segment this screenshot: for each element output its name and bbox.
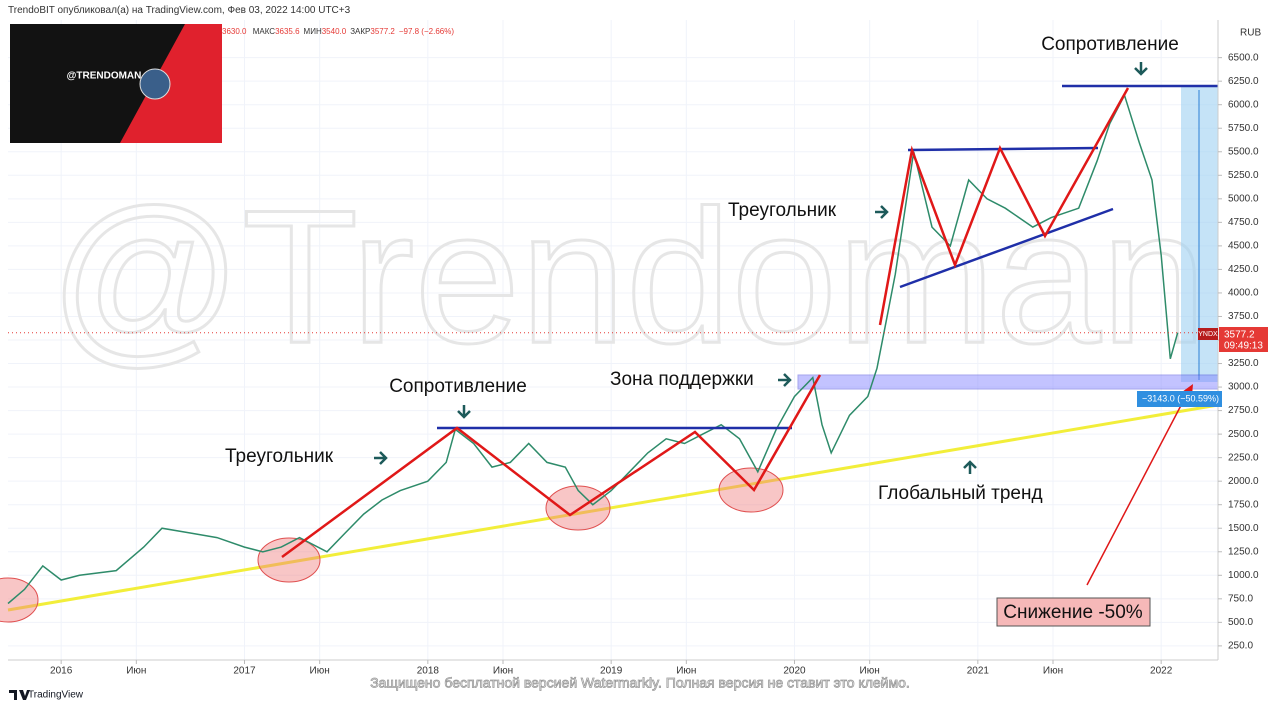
x-tick-label: 2019: [600, 666, 623, 677]
y-tick-label: 3750.0: [1228, 311, 1259, 322]
y-tick-label: 5500.0: [1228, 146, 1259, 157]
currency: RUB: [1240, 28, 1261, 39]
annotation: Треугольник: [728, 200, 837, 221]
y-tick-label: 1000.0: [1228, 570, 1259, 581]
tv-logo: [9, 690, 30, 700]
open: 3630.0: [222, 27, 247, 36]
annotation: Треугольник: [225, 446, 334, 467]
y-tick-label: 4500.0: [1228, 241, 1259, 252]
y-tick-label: 6000.0: [1228, 99, 1259, 110]
drop-box: [996, 597, 1151, 627]
symbol-box: [1198, 328, 1218, 340]
y-tick-label: 4750.0: [1228, 217, 1259, 228]
price: [7, 93, 1218, 605]
arrow: [1134, 62, 1148, 76]
x-tick-label: 2021: [967, 666, 990, 677]
ohlc: 3630.0 МАКС3635.6 МИН3540.0 ЗАКР3577.2 −97.…: [222, 27, 454, 36]
symbol: YNDX: [1198, 331, 1218, 338]
y-tick-label: 1500.0: [1228, 523, 1259, 534]
ellipse: [545, 485, 611, 531]
x-tick-label: 2016: [50, 666, 73, 677]
y-tick-label: 1750.0: [1228, 499, 1259, 510]
y-tick-label: 500.0: [1228, 617, 1253, 628]
annotation: Глобальный тренд: [878, 483, 1043, 504]
trend-line: [7, 403, 1219, 612]
y-tick-label: 5250.0: [1228, 170, 1259, 181]
watermark: @Trendoman: [49, 171, 1206, 383]
y-tick-label: 6500.0: [1228, 52, 1259, 63]
ohlc-value: 3635.6: [275, 27, 300, 36]
x-tick-label: Июн: [1043, 666, 1063, 677]
arrow: [457, 405, 471, 419]
annotation: Зона поддержки: [610, 369, 754, 390]
zigzag: [878, 87, 1130, 326]
x-tick-label: Июн: [126, 666, 146, 677]
y-tick-label: 2250.0: [1228, 452, 1259, 463]
price-box: [1219, 327, 1268, 352]
drop-arrow: [1086, 391, 1189, 586]
y-tick-label: 4000.0: [1228, 288, 1259, 299]
annotation: Сопротивление: [389, 376, 527, 397]
measure-label: −3143.0 (−50.59%): [1142, 393, 1219, 403]
zigzags: [281, 87, 1130, 559]
triangle-top: [907, 146, 1099, 152]
ellipse: [718, 467, 784, 513]
ohlc-value: 3540.0: [321, 27, 347, 36]
arrow: [963, 460, 977, 474]
y-tick-label: 2500.0: [1228, 429, 1259, 440]
ohlc-label: ЗАКР: [350, 27, 371, 36]
y-tick-label: 2750.0: [1228, 405, 1259, 416]
last-price: 3577.2: [1224, 330, 1255, 341]
y-tick-label: 3000.0: [1228, 382, 1259, 393]
arrows: [374, 62, 1148, 474]
measure-box: [1137, 391, 1222, 407]
y-tick-label: 750.0: [1228, 593, 1253, 604]
x-tick-label: Июн: [860, 666, 880, 677]
triangle-bottom: [899, 207, 1114, 289]
logo-text: @TRENDOMAN: [67, 71, 142, 82]
y-tick-label: 4250.0: [1228, 264, 1259, 275]
annotation: Снижение -50%: [1003, 602, 1143, 623]
x-tick-label: 2017: [233, 666, 256, 677]
y-tick-label: 6250.0: [1228, 76, 1259, 87]
arrow: [374, 451, 388, 465]
y-tick-label: 1250.0: [1228, 546, 1259, 557]
ohlc-value: 3577.2: [370, 27, 395, 36]
zigzag: [281, 374, 822, 559]
x-tick-label: Июн: [676, 666, 696, 677]
arrow: [875, 205, 889, 219]
ellipses: [0, 467, 784, 623]
axes: 250.0 500.0 750.0 1000.0 1250.0 1500.0 1750.0 2…: [50, 52, 1259, 676]
logo-red: [120, 24, 222, 143]
levels: [437, 84, 1218, 430]
y-tick-label: 3250.0: [1228, 358, 1259, 369]
x-tick-label: Июн: [310, 666, 330, 677]
support-zone: [797, 374, 1219, 390]
annotation: Сопротивление: [1041, 34, 1179, 55]
logo-globe: [139, 68, 171, 100]
grid: [8, 20, 1218, 660]
header-title: TrendoBIT опубликовал(а) на TradingView.…: [8, 5, 351, 16]
y-tick-label: 5000.0: [1228, 193, 1259, 204]
y-tick-label: 5750.0: [1228, 123, 1259, 134]
ohlc-label: МАКС: [252, 27, 276, 36]
brand: TradingView: [28, 690, 84, 701]
price-line: [7, 93, 1179, 605]
x-tick-label: 2020: [783, 666, 806, 677]
x-tick-label: 2022: [1150, 666, 1173, 677]
ellipse: [0, 577, 39, 623]
x-tick-label: 2018: [417, 666, 440, 677]
x-tick-label: Июн: [493, 666, 513, 677]
arrow: [778, 373, 792, 387]
ellipse: [257, 537, 321, 583]
y-tick-label: 2000.0: [1228, 476, 1259, 487]
y-tick-label: 250.0: [1228, 641, 1253, 652]
notice: Защищено бесплатной версией Watermarkly.…: [370, 675, 910, 691]
ohlc-label: МИН: [303, 27, 322, 36]
last-time: 09:49:13: [1224, 341, 1263, 352]
change: −97.8 (−2.66%): [398, 27, 454, 36]
